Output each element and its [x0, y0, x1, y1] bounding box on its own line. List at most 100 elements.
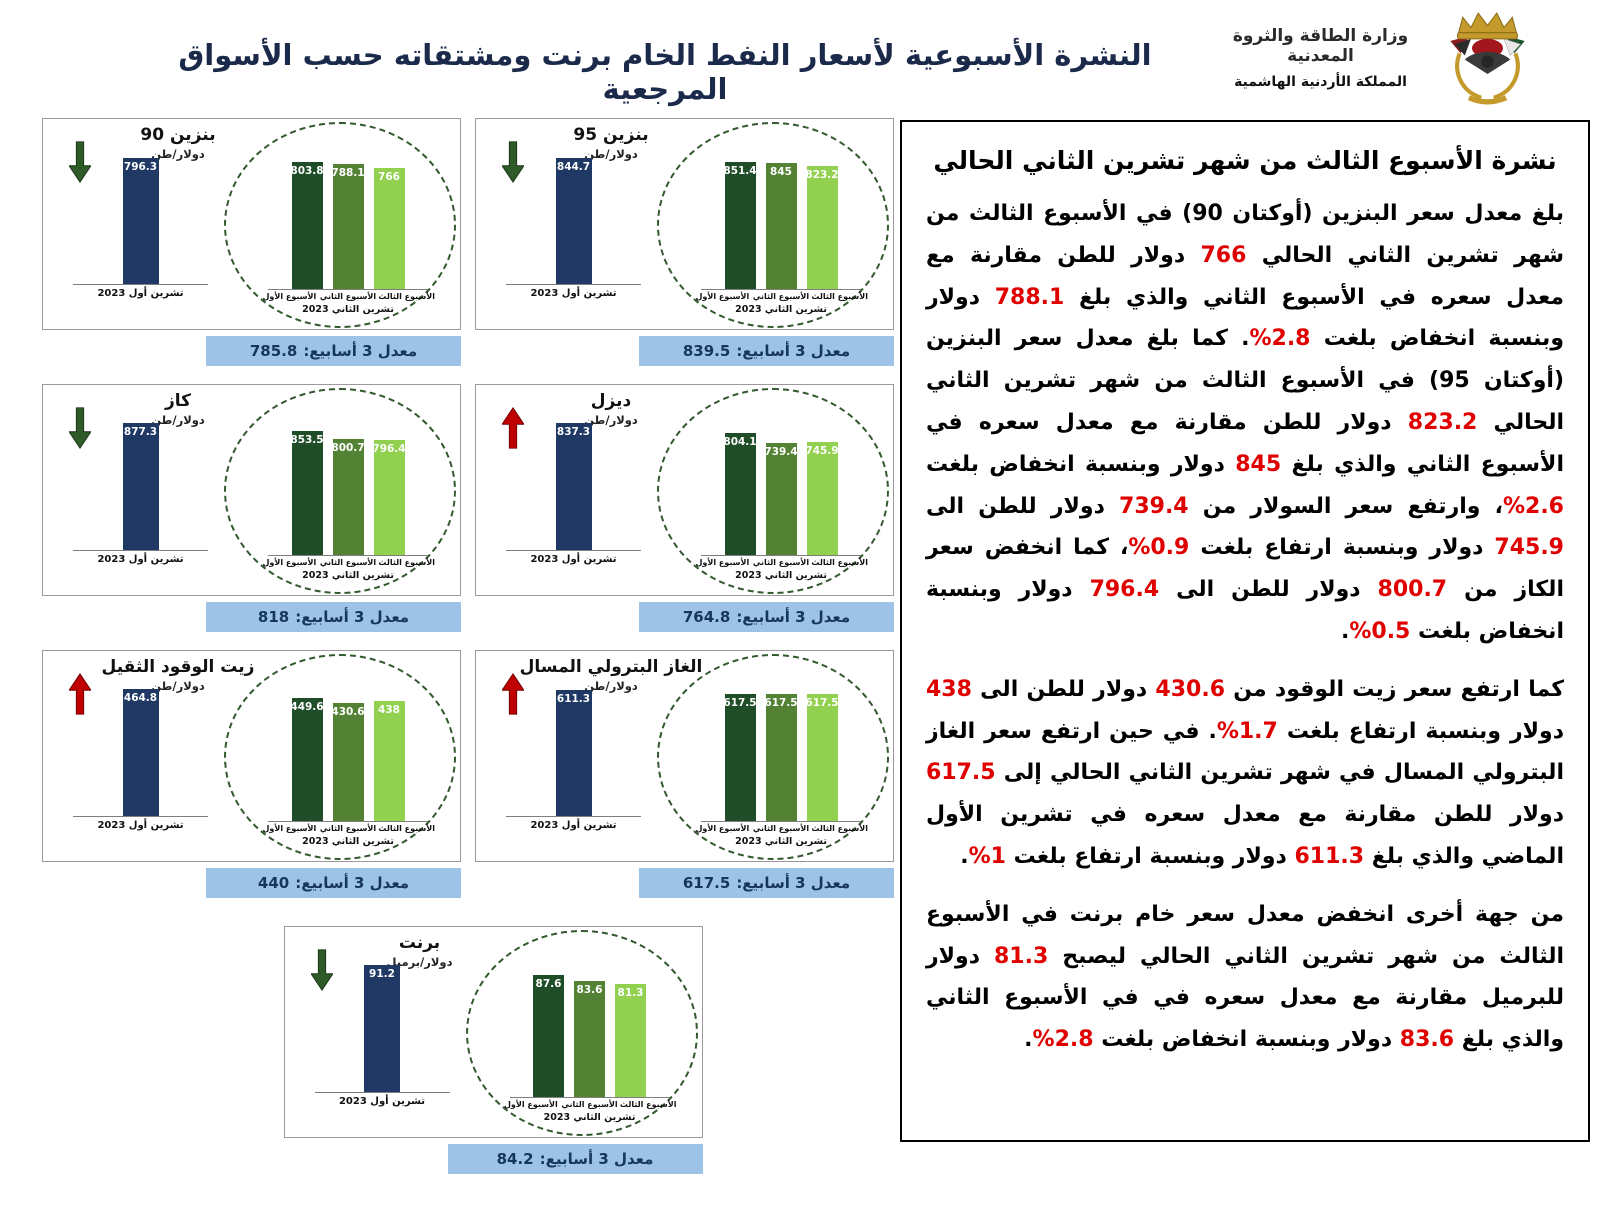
previous-month-chart: 844.7 تشرين أول 2023: [506, 152, 641, 299]
x-axis: [268, 555, 428, 556]
three-week-average-banner: معدل 3 أسابيع: 440: [206, 868, 461, 898]
ministry-logo: وزارة الطاقة والثروة المعدنية المملكة ال…: [1208, 10, 1530, 105]
panel-unit: دولار/طن: [584, 147, 638, 161]
text-segment: دولار للبرميل مقارنة مع معدل سعره في في …: [926, 943, 1564, 1053]
week1-label: الأسبوع الأول: [503, 1100, 558, 1109]
average-label: معدل 3 أسابيع:: [539, 1150, 654, 1168]
panel-unit: دولار/طن: [151, 413, 205, 427]
panel-header: برنت دولار/برميل: [325, 933, 515, 969]
previous-month-bar-value: 877.3: [123, 426, 158, 438]
highlight-number: 796.4: [1089, 577, 1160, 603]
week3-bar: 81.3: [615, 984, 646, 1097]
week2-bar: 845: [765, 163, 797, 289]
current-month-label: تشرين الثاني 2023: [302, 836, 394, 847]
text-segment: كما ارتفع سعر زيت الوقود من: [1225, 676, 1564, 702]
text-segment: بلغ معدل سعر البنزين (أوكتان 90) في الأس…: [926, 201, 1564, 268]
chart-panel: بنزين 95 دولار/طن 844.7 تشرين أول 2023 8…: [475, 118, 894, 330]
chart-block-diesel: ديزل دولار/طن 837.3 تشرين أول 2023 804.1…: [475, 384, 894, 632]
trend-down-arrow-icon: [502, 141, 524, 183]
three-week-average-banner: معدل 3 أسابيع: 84.2: [447, 1144, 703, 1174]
week3-bar: 796.4: [372, 440, 406, 555]
panel-unit: دولار/طن: [584, 413, 638, 427]
highlight-number: 2.8%: [1032, 1027, 1094, 1053]
page-title: النشرة الأسبوعية لأسعار النفط الخام برنت…: [178, 38, 1152, 106]
trend-arrow: [502, 405, 524, 451]
chart-block-brent: برنت دولار/برميل 91.2 تشرين أول 2023 87.…: [283, 926, 703, 1174]
week2-label: الأسبوع الثاني: [752, 292, 810, 301]
text-segment: دولار وبنسبة ارتفاع بلغت: [1005, 843, 1295, 869]
trend-up-arrow-icon: [502, 673, 524, 715]
week2-label: الأسبوع الثاني: [319, 292, 377, 301]
average-value: 764.8: [682, 608, 731, 626]
highlight-number: 438: [926, 676, 972, 702]
x-axis: [509, 1097, 670, 1098]
panel-header: بنزين 90 دولار/طن: [83, 125, 273, 161]
average-value: 785.8: [249, 342, 298, 360]
text-segment: دولار للطن مقارنة مع معدل سعره في تشرين …: [926, 802, 1564, 869]
chart-panel: زيت الوقود الثقيل دولار/طن 464.8 تشرين أ…: [42, 650, 461, 862]
highlight-number: 739.4: [1119, 493, 1189, 519]
trend-up-arrow-icon: [502, 407, 524, 449]
panel-header: كاز دولار/طن: [83, 391, 273, 427]
x-axis: [268, 821, 428, 822]
panel-header: الغاز البترولي المسال دولار/طن: [516, 657, 706, 693]
previous-month-bar: 844.7: [555, 158, 592, 284]
highlight-number: 81.3: [993, 943, 1049, 969]
chart-panel: بنزين 90 دولار/طن 796.3 تشرين أول 2023 8…: [42, 118, 461, 330]
highlight-number: 745.9: [1494, 535, 1564, 561]
highlight-number: 611.3: [1294, 843, 1365, 869]
weekly-chart: 851.4 845 823.2 الأسبوع الأول الأسبوع ال…: [693, 157, 869, 315]
x-axis: [73, 550, 208, 551]
previous-month-label: تشرين أول 2023: [530, 554, 617, 565]
article-body: بلغ معدل سعر البنزين (أوكتان 90) في الأس…: [926, 193, 1564, 1061]
week3-bar-value: 766: [378, 171, 400, 183]
three-week-average-banner: معدل 3 أسابيع: 839.5: [639, 336, 894, 366]
week-labels: الأسبوع الأول الأسبوع الثاني الأسبوع الث…: [260, 292, 436, 301]
current-month-label: تشرين الثاني 2023: [735, 570, 827, 581]
current-month-label: تشرين الثاني 2023: [735, 304, 827, 315]
panel-title: ديزل: [590, 391, 632, 411]
current-month-label: تشرين الثاني 2023: [302, 570, 394, 581]
week1-bar: 449.6: [290, 698, 324, 821]
chart-block-heavy-fuel-oil: زيت الوقود الثقيل دولار/طن 464.8 تشرين أ…: [42, 650, 461, 898]
average-label: معدل 3 أسابيع:: [295, 608, 410, 626]
trend-down-arrow-icon: [310, 949, 333, 991]
week2-bar-value: 739.4: [764, 446, 798, 458]
week-labels: الأسبوع الأول الأسبوع الثاني الأسبوع الث…: [693, 292, 869, 301]
week1-bar-value: 87.6: [535, 978, 562, 990]
week3-bar-value: 617.5: [805, 697, 839, 709]
trend-arrow: [502, 139, 524, 185]
panel-header: ديزل دولار/طن: [516, 391, 706, 427]
average-value: 818: [257, 608, 290, 626]
text-segment: دولار للطن الى: [926, 493, 1120, 519]
text-segment: دولار وبنسبة انخفاض بلغت: [926, 284, 1564, 352]
ministry-name: وزارة الطاقة والثروة المعدنية: [1232, 25, 1409, 66]
text-segment: دولار وبنسبة ارتفاع بلغت: [1189, 535, 1495, 561]
week3-label: الأسبوع الثالث: [811, 558, 868, 567]
three-week-average-banner: معدل 3 أسابيع: 818: [206, 602, 461, 632]
kingdom-name: المملكة الأردنية الهاشمية: [1234, 73, 1407, 90]
ministry-logo-text: وزارة الطاقة والثروة المعدنية المملكة ال…: [1208, 26, 1433, 90]
week2-bar-value: 788.1: [331, 167, 365, 179]
article-paragraph: من جهة أخرى انخفض معدل سعر خام برنت في ا…: [926, 894, 1564, 1061]
text-segment: . في حين ارتفع سعر الغاز البترولي المسال…: [926, 718, 1564, 786]
week-labels: الأسبوع الأول الأسبوع الثاني الأسبوع الث…: [260, 558, 436, 567]
week1-bar: 851.4: [723, 162, 757, 289]
current-month-label: تشرين الثاني 2023: [543, 1112, 636, 1123]
previous-month-bar-value: 464.8: [123, 692, 158, 704]
panel-unit: دولار/برميل: [386, 955, 453, 969]
highlight-number: 617.5: [926, 760, 996, 786]
previous-month-bar-value: 837.3: [556, 426, 591, 438]
previous-month-label: تشرين أول 2023: [97, 554, 184, 565]
panel-unit: دولار/طن: [151, 679, 205, 693]
week2-label: الأسبوع الثاني: [752, 558, 810, 567]
text-segment: دولار وبنسبة انخفاض بلغت: [926, 451, 1236, 477]
week-labels: الأسبوع الأول الأسبوع الثاني الأسبوع الث…: [260, 824, 436, 833]
week3-bar-value: 745.9: [805, 445, 839, 457]
x-axis: [506, 816, 641, 817]
text-segment: .: [1024, 1027, 1033, 1053]
text-segment: من جهة أخرى انخفض معدل سعر خام برنت في ا…: [926, 901, 1564, 969]
panel-title: الغاز البترولي المسال: [519, 657, 703, 677]
average-label: معدل 3 أسابيع:: [736, 608, 851, 626]
week2-bar: 800.7: [331, 439, 365, 555]
